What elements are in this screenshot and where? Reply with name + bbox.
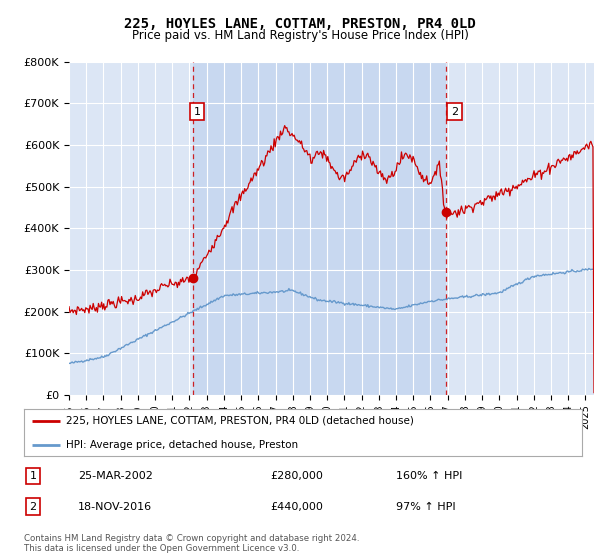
- Text: 225, HOYLES LANE, COTTAM, PRESTON, PR4 0LD: 225, HOYLES LANE, COTTAM, PRESTON, PR4 0…: [124, 17, 476, 31]
- Text: 160% ↑ HPI: 160% ↑ HPI: [396, 471, 463, 481]
- Text: 2: 2: [29, 502, 37, 512]
- Text: £440,000: £440,000: [270, 502, 323, 512]
- Text: Contains HM Land Registry data © Crown copyright and database right 2024.
This d: Contains HM Land Registry data © Crown c…: [24, 534, 359, 553]
- Text: Price paid vs. HM Land Registry's House Price Index (HPI): Price paid vs. HM Land Registry's House …: [131, 29, 469, 42]
- Text: 1: 1: [29, 471, 37, 481]
- Text: 25-MAR-2002: 25-MAR-2002: [78, 471, 153, 481]
- Bar: [193, 62, 446, 395]
- Text: 1: 1: [193, 106, 200, 116]
- Text: 18-NOV-2016: 18-NOV-2016: [78, 502, 152, 512]
- Text: 2: 2: [451, 106, 458, 116]
- Text: £280,000: £280,000: [270, 471, 323, 481]
- Text: HPI: Average price, detached house, Preston: HPI: Average price, detached house, Pres…: [66, 440, 298, 450]
- Text: 97% ↑ HPI: 97% ↑ HPI: [396, 502, 455, 512]
- Text: 225, HOYLES LANE, COTTAM, PRESTON, PR4 0LD (detached house): 225, HOYLES LANE, COTTAM, PRESTON, PR4 0…: [66, 416, 414, 426]
